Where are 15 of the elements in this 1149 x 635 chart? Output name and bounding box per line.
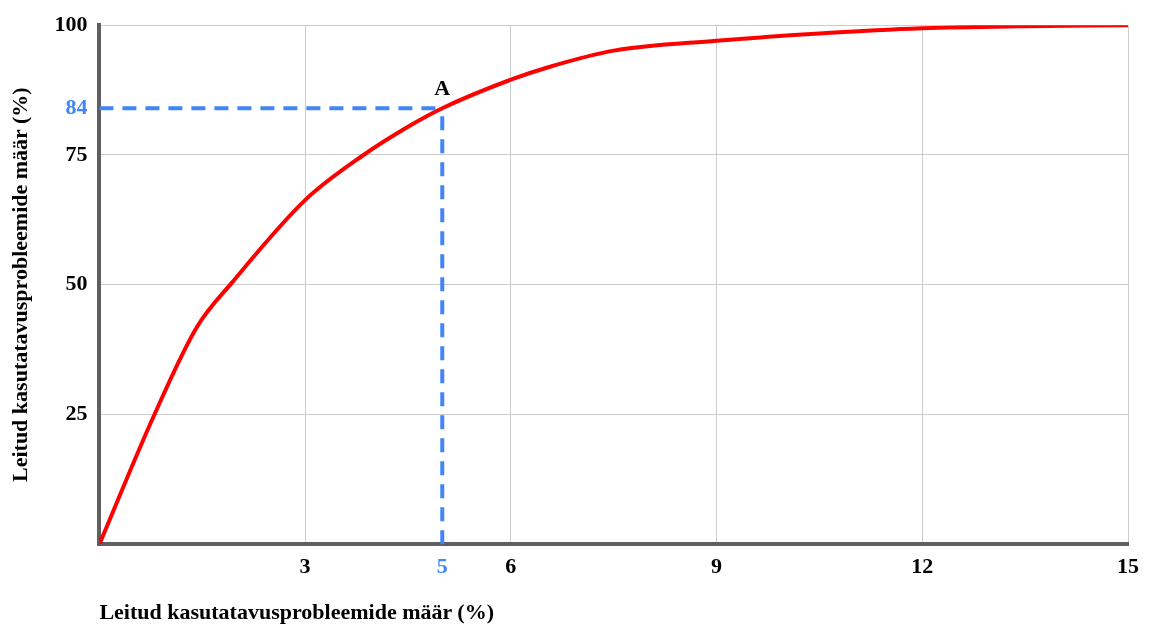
- y-tick-label: 100: [54, 10, 88, 36]
- x-tick-label: 6: [505, 553, 517, 579]
- annotation: A: [434, 74, 451, 100]
- y-axis-title: Leitud kasutatavusprobleemide määr (%): [6, 87, 32, 482]
- ref-line-label: 5: [436, 552, 448, 578]
- x-tick-label: 15: [1117, 553, 1139, 579]
- x-tick-label: 12: [911, 553, 934, 579]
- ref-line-label: 84: [65, 93, 88, 119]
- line-series: [99, 25, 1128, 545]
- x-tick-label: 3: [299, 553, 311, 579]
- x-tick-label: 9: [711, 553, 723, 579]
- y-tick-label: 50: [65, 270, 88, 296]
- x-axis-title: Leitud kasutatavusprobleemide määr (%): [99, 599, 494, 625]
- y-tick-label: 25: [65, 400, 88, 426]
- y-tick-label: 75: [65, 140, 88, 166]
